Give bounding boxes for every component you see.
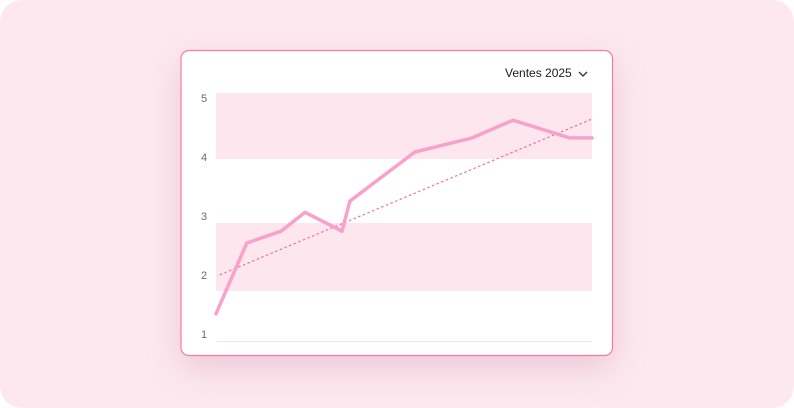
y-tick-label: 3 (201, 211, 207, 223)
y-tick-label: 4 (201, 152, 207, 164)
band (216, 223, 592, 291)
trend-line (219, 118, 593, 276)
dropdown[interactable]: Ventes 2025 (505, 66, 588, 80)
plot: 1 2 3 4 5 (201, 93, 594, 341)
chart-title[interactable]: Ventes 2025 (505, 66, 572, 80)
data-line (214, 118, 594, 316)
y-tick-label: 1 (201, 329, 207, 341)
y-tick-label: 5 (201, 93, 207, 105)
chevron[interactable] (578, 71, 588, 77)
y-tick-label: 2 (201, 270, 207, 282)
